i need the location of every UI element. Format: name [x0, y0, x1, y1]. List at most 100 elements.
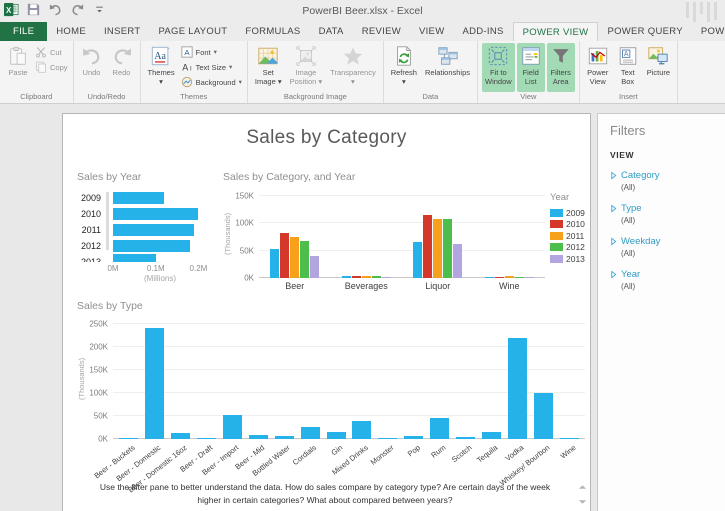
bar[interactable]: [482, 432, 501, 439]
bar[interactable]: [113, 224, 194, 236]
bar[interactable]: [508, 338, 527, 439]
report-canvas[interactable]: Sales by Category Sales by Year200920102…: [62, 113, 591, 511]
filter-year-toggle[interactable]: Year: [610, 269, 713, 280]
text-box-icon: A: [617, 45, 639, 67]
tab-page-layout[interactable]: PAGE LAYOUT: [149, 22, 236, 41]
excel-icon[interactable]: X: [4, 2, 19, 17]
tab-power-query[interactable]: POWER QUERY: [598, 22, 691, 41]
bar[interactable]: [423, 215, 432, 278]
cut-button[interactable]: Cut: [33, 46, 70, 58]
legend-entry-2011[interactable]: 2011: [550, 230, 591, 242]
bar[interactable]: [352, 421, 371, 439]
tab-add-ins[interactable]: ADD-INS: [453, 22, 512, 41]
sales-by-year-chart[interactable]: Sales by Year200920102011201220130M0.1M0…: [77, 171, 207, 283]
bar[interactable]: [113, 208, 198, 220]
copy-button[interactable]: Copy: [33, 61, 70, 73]
bar[interactable]: [301, 427, 320, 439]
filter-type-toggle[interactable]: Type: [610, 203, 713, 214]
fit-to-window-button[interactable]: Fit toWindow: [482, 43, 515, 92]
bar[interactable]: [327, 432, 346, 439]
tab-insert[interactable]: INSERT: [95, 22, 149, 41]
bar[interactable]: [515, 277, 524, 278]
bar[interactable]: [505, 276, 514, 278]
image-position-button[interactable]: ImagePosition ▾: [287, 43, 326, 92]
paste-button[interactable]: Paste: [4, 43, 32, 92]
plot-area: [259, 190, 545, 278]
tab-view[interactable]: VIEW: [410, 22, 453, 41]
text-size-icon: AI: [181, 61, 193, 73]
qat-more-icon[interactable]: [92, 2, 107, 17]
bar[interactable]: [525, 277, 534, 278]
chart-scrollbar[interactable]: [106, 192, 109, 250]
scroll-up-icon[interactable]: [578, 484, 587, 490]
set-image-button[interactable]: SetImage ▾: [252, 43, 285, 92]
power-view-button[interactable]: PowerView: [584, 43, 612, 92]
qat-undo-icon[interactable]: [48, 2, 63, 17]
legend-swatch: [550, 209, 563, 217]
tab-power-view[interactable]: POWER VIEW: [513, 22, 599, 41]
tab-formulas[interactable]: FORMULAS: [236, 22, 309, 41]
bar[interactable]: [223, 415, 242, 439]
bar[interactable]: [342, 276, 351, 278]
bar[interactable]: [382, 277, 391, 278]
bar[interactable]: [113, 192, 164, 204]
bar[interactable]: [145, 328, 164, 439]
bar[interactable]: [290, 237, 299, 278]
qat-redo-icon[interactable]: [70, 2, 85, 17]
legend-entry-2012[interactable]: 2012: [550, 242, 591, 254]
bar[interactable]: [453, 244, 462, 278]
bar[interactable]: [113, 240, 190, 252]
y-axis-ticks: 0K50K100K150K: [233, 190, 259, 278]
bar[interactable]: [310, 256, 319, 278]
tab-home[interactable]: HOME: [47, 22, 95, 41]
filter-weekday-toggle[interactable]: Weekday: [610, 236, 713, 247]
filters-scope-label[interactable]: VIEW: [610, 150, 713, 160]
tab-review[interactable]: REVIEW: [353, 22, 410, 41]
bar[interactable]: [485, 277, 494, 278]
refresh-button[interactable]: Refresh▾: [388, 43, 420, 92]
legend-entry-2010[interactable]: 2010: [550, 219, 591, 231]
filters-area-button[interactable]: FiltersArea: [547, 43, 575, 92]
y-axis-unit-label: (Thousands): [223, 190, 233, 278]
field-list-button[interactable]: FieldList: [517, 43, 545, 92]
sales-by-type-chart[interactable]: Sales by Type(Thousands)0K50K100K150K200…: [77, 300, 585, 483]
bar[interactable]: [443, 219, 452, 278]
undo-button[interactable]: Undo: [78, 43, 106, 92]
tab-powerpivot[interactable]: POWERPIVOT: [692, 22, 725, 41]
tab-file[interactable]: FILE: [0, 22, 47, 41]
expand-arrow-icon: [610, 270, 617, 279]
bar[interactable]: [113, 254, 156, 262]
picture-button[interactable]: Picture: [644, 43, 673, 92]
transparency-button[interactable]: Transparency▾: [327, 43, 379, 92]
text-box-button[interactable]: ATextBox: [614, 43, 642, 92]
background-button[interactable]: Background▾: [179, 76, 244, 88]
bar[interactable]: [300, 241, 309, 278]
bar[interactable]: [495, 277, 504, 278]
bar[interactable]: [270, 249, 279, 278]
bar[interactable]: [362, 276, 371, 278]
redo-button[interactable]: Redo: [108, 43, 136, 92]
legend: Year20092010201120122013: [545, 190, 591, 291]
tab-data[interactable]: DATA: [310, 22, 353, 41]
bar[interactable]: [534, 393, 553, 439]
legend-entry-2013[interactable]: 2013: [550, 253, 591, 265]
bar[interactable]: [430, 418, 449, 439]
themes-icon: Aa: [150, 45, 172, 67]
report-title[interactable]: Sales by Category: [63, 127, 590, 149]
axis-label: Gin: [329, 443, 344, 457]
legend-entry-2009[interactable]: 2009: [550, 207, 591, 219]
bar[interactable]: [280, 233, 289, 278]
themes-button[interactable]: AaThemes▾: [145, 43, 178, 92]
filter-category-toggle[interactable]: Category: [610, 170, 713, 181]
text-size-button[interactable]: AIText Size▾: [179, 61, 244, 73]
bar[interactable]: [433, 219, 442, 278]
bar[interactable]: [413, 242, 422, 278]
bar[interactable]: [372, 276, 381, 278]
sales-by-category-and-year-chart[interactable]: Sales by Category, and Year(Thousands)0K…: [223, 171, 591, 291]
save-icon[interactable]: [26, 2, 41, 17]
font-button[interactable]: AFont▾: [179, 46, 244, 58]
bar[interactable]: [352, 276, 361, 278]
relationships-button[interactable]: Relationships: [422, 43, 473, 92]
report-footer-text[interactable]: Use the filter pane to better understand…: [88, 481, 562, 507]
scroll-down-icon[interactable]: [578, 499, 587, 505]
